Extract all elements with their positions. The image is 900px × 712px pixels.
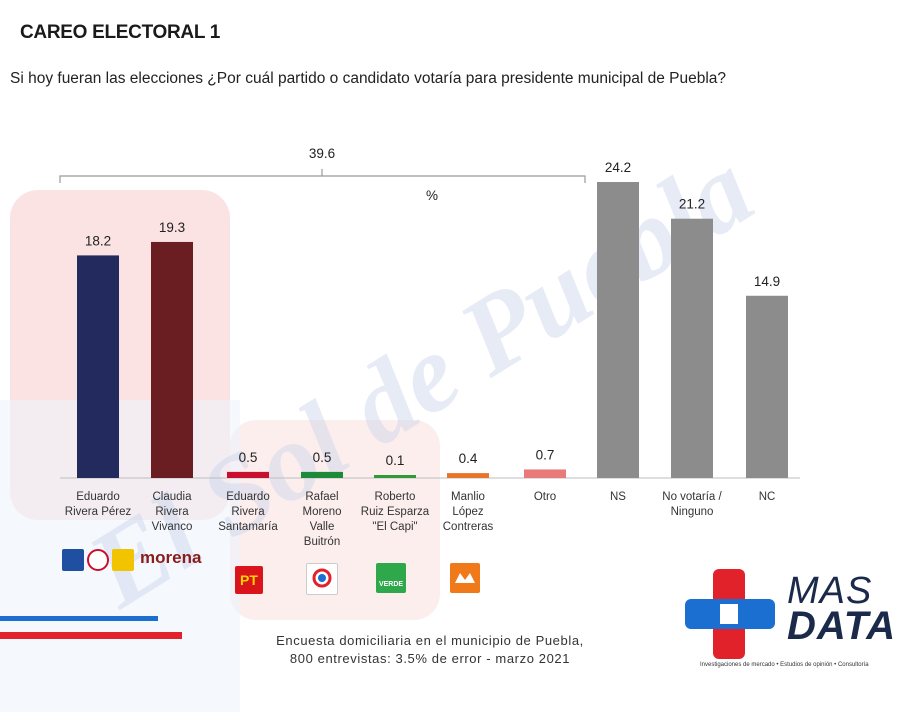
value-label-5: 0.4 [459, 451, 478, 466]
value-label-9: 14.9 [754, 274, 780, 289]
footnote: Encuesta domiciliaria en el municipio de… [250, 632, 610, 668]
category-label-4: Roberto Ruiz Esparza "El Capi" [361, 491, 430, 533]
pri-logo-icon [87, 549, 109, 571]
mc-logo-icon [450, 563, 480, 593]
value-label-4: 0.1 [386, 453, 405, 468]
category-label-9: NC [759, 491, 776, 503]
bar-7 [597, 182, 639, 478]
category-label-6: Otro [534, 491, 556, 503]
pan-logo-icon [62, 549, 84, 571]
stripe-red [0, 632, 182, 639]
bar-4 [374, 475, 416, 478]
bar-8 [671, 218, 713, 478]
unit-label: % [426, 188, 438, 203]
value-label-1: 19.3 [159, 220, 185, 235]
value-label-3: 0.5 [313, 450, 332, 465]
pacto-social-logo-icon [306, 563, 338, 595]
footnote-line1: Encuesta domiciliaria en el municipio de… [276, 633, 584, 648]
category-label-8: No votaría / Ninguno [662, 491, 722, 518]
bar-0 [77, 255, 119, 478]
category-label-5: Manlio López Contreras [443, 491, 494, 533]
bracket-label: 39.6 [309, 146, 335, 161]
verde-logo-icon: VERDE [376, 563, 406, 593]
bar-6 [524, 469, 566, 478]
bar-5 [447, 473, 489, 478]
stripe-blue [0, 616, 158, 621]
category-label-0: Eduardo Rivera Pérez [65, 491, 132, 518]
category-label-3: Rafael Moreno Valle Buitrón [303, 491, 342, 548]
value-label-8: 21.2 [679, 197, 705, 212]
bar-1 [151, 241, 193, 478]
category-label-7: NS [610, 491, 626, 503]
bracket [59, 169, 586, 183]
value-label-2: 0.5 [239, 450, 258, 465]
masdata-cross-icon [685, 569, 775, 659]
chart-title: CAREO ELECTORAL 1 [20, 22, 221, 43]
value-label-6: 0.7 [536, 447, 555, 462]
chart-subtitle: Si hoy fueran las elecciones ¿Por cuál p… [10, 70, 727, 87]
masdata-logo: MAS DATA Investigaciones de mercado • Es… [680, 560, 895, 670]
footnote-line2: 800 entrevistas: 3.5% de error - marzo 2… [289, 651, 571, 666]
bar-9 [746, 295, 788, 478]
brand-line1: MAS [787, 570, 873, 612]
category-label-1: Claudia Rivera Vivanco [152, 491, 193, 533]
bar-3 [301, 471, 343, 478]
value-label-0: 18.2 [85, 233, 111, 248]
bar-2 [227, 471, 269, 478]
category-label-2: Eduardo Rivera Santamaría [218, 491, 278, 533]
brand-line2: DATA [787, 604, 897, 648]
prd-logo-icon [112, 549, 134, 571]
value-label-7: 24.2 [605, 160, 631, 175]
brand-tagline: Investigaciones de mercado • Estudios de… [700, 662, 869, 668]
pt-logo-icon: PT [235, 566, 263, 594]
morena-logo-icon: morena [140, 548, 202, 567]
